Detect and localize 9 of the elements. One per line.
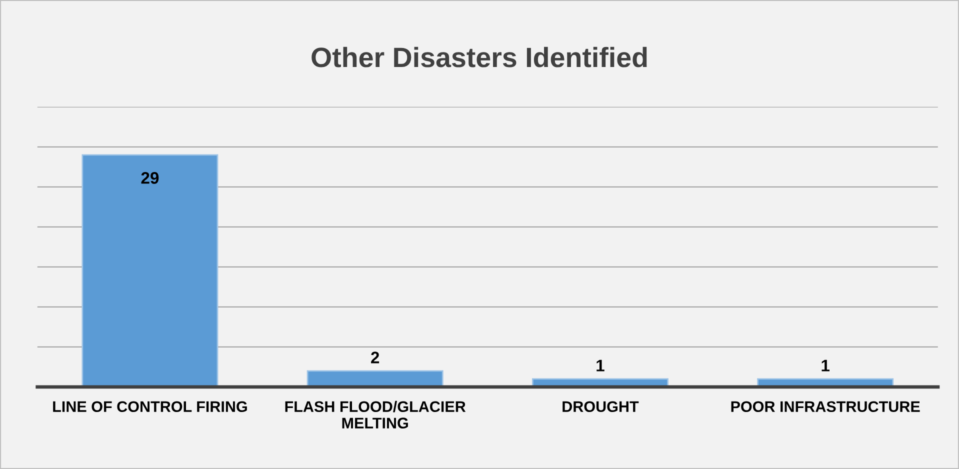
data-label: 1 [596, 360, 604, 372]
chart-title: Other Disasters Identified [312, 46, 647, 68]
x-tick-label: POOR INFRASTRUCTURE [731, 401, 920, 412]
x-tick-label: LINE OF CONTROL FIRING [53, 401, 247, 412]
data-label: 2 [371, 352, 380, 364]
data-label: 29 [141, 172, 159, 184]
data-label: 1 [822, 360, 830, 372]
x-tick-label: FLASH FLOOD/GLACIER MELTING [285, 400, 466, 428]
x-tick-label: DROUGHT [562, 401, 639, 412]
